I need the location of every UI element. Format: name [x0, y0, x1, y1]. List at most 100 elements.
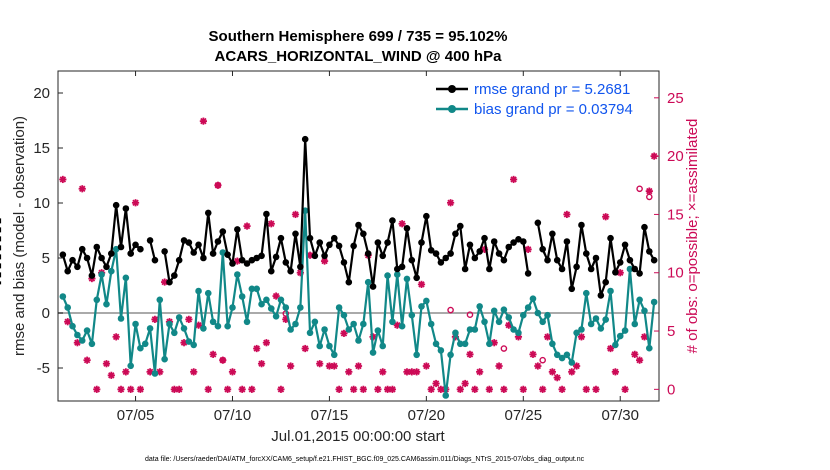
x-tick-label: 07/05: [117, 407, 155, 424]
obs-assimilated-point: [573, 362, 581, 370]
y2-tick-label: 10: [667, 265, 684, 282]
y-tick-label: 0: [42, 305, 50, 322]
bias-point: [258, 300, 265, 308]
bias-point: [641, 307, 648, 315]
obs-assimilated-point: [568, 368, 576, 376]
obs-assimilated-point: [238, 385, 246, 393]
rmse-point: [258, 252, 265, 260]
bias-point: [408, 311, 416, 319]
rmse-point: [355, 221, 362, 229]
bias-point: [272, 313, 280, 320]
obs-assimilated-point: [495, 362, 503, 370]
rmse-point: [161, 248, 168, 255]
y-tick-label: 20: [33, 85, 50, 102]
bias-point: [234, 271, 241, 278]
bias-point: [650, 298, 658, 306]
bias-point: [146, 325, 154, 332]
x-tick-label: 07/30: [601, 407, 639, 424]
rmse-series: [0, 135, 658, 299]
x-tick-label: 07/10: [214, 407, 252, 424]
rmse-point: [64, 267, 71, 275]
bias-point: [616, 332, 624, 340]
bias-series: [59, 207, 658, 399]
bias-point: [452, 329, 459, 337]
bias-point: [612, 341, 619, 349]
rmse-point: [204, 209, 212, 217]
obs-assimilated-point: [456, 385, 464, 393]
rmse-point: [544, 256, 551, 264]
bias-point: [151, 370, 159, 377]
obs-assimilated-point: [316, 360, 324, 368]
obs-assimilated-point: [636, 356, 644, 364]
obs-assimilated-point: [224, 385, 232, 393]
rmse-point: [146, 237, 154, 244]
rmse-point: [350, 242, 357, 250]
bias-point: [607, 287, 614, 295]
rmse-point: [447, 250, 454, 257]
y2-tick-label: 5: [667, 323, 675, 340]
bias-point: [282, 304, 290, 311]
obs-assimilated-point: [354, 362, 363, 370]
obs-assimilated-point: [611, 368, 619, 376]
bias-point: [243, 318, 251, 326]
obs-assimilated-point: [606, 344, 615, 353]
rmse-point: [326, 241, 333, 249]
bias-point: [597, 325, 605, 332]
rmse-point: [568, 285, 576, 293]
rmse-point: [442, 254, 450, 262]
bias-point: [519, 311, 527, 319]
rmse-point: [297, 263, 304, 271]
obs-assimilated-point: [219, 356, 227, 364]
bias-point: [442, 392, 450, 399]
y2-tick-label: 0: [667, 381, 675, 398]
rmse-point: [166, 278, 173, 286]
bias-point: [374, 327, 382, 334]
obs-assimilated-point: [93, 385, 101, 393]
bias-point: [418, 303, 425, 310]
rmse-point: [602, 278, 609, 286]
obs-assimilated-point: [466, 350, 474, 358]
rmse-point: [330, 234, 338, 242]
rmse-point: [636, 270, 643, 277]
bias-point: [321, 326, 328, 333]
obs-assimilated-point: [127, 385, 135, 393]
rmse-point: [432, 250, 440, 257]
rmse-point: [175, 256, 183, 264]
obs-assimilated-point: [64, 318, 72, 326]
rmse-point: [345, 278, 353, 286]
bias-point: [398, 322, 406, 330]
rmse-point: [122, 205, 130, 212]
rmse-point: [539, 245, 546, 253]
rmse-point: [59, 251, 67, 258]
rmse-point: [587, 265, 595, 273]
obs-assimilated-point: [500, 385, 508, 393]
bias-point: [127, 362, 135, 370]
plot-frame: [57, 70, 660, 402]
bias-point: [78, 337, 86, 344]
bias-point: [592, 315, 600, 322]
obs-assimilated-point: [243, 222, 251, 230]
obs-assimilated-point: [548, 368, 556, 376]
y-tick-label: 5: [42, 250, 50, 267]
bias-point: [326, 342, 333, 350]
chart-marks: [0, 117, 658, 399]
rmse-point: [171, 272, 178, 279]
legend-box: [428, 77, 654, 119]
bias-point: [335, 304, 343, 311]
obs-assimilated-point: [519, 385, 527, 393]
bias-point: [427, 320, 435, 328]
bias-point: [175, 314, 183, 321]
bias-point: [529, 295, 537, 303]
obs-assimilated-point: [485, 385, 493, 393]
bias-point: [297, 304, 304, 311]
rmse-point: [500, 256, 508, 264]
obs-assimilated-point: [228, 368, 237, 376]
obs-assimilated-point: [257, 360, 266, 368]
bias-point: [355, 337, 362, 344]
rmse-point: [534, 219, 542, 227]
obs-assimilated-point: [446, 199, 455, 207]
rmse-point: [219, 228, 227, 235]
bias-point: [602, 316, 609, 323]
obs-possible-point: [447, 306, 454, 314]
